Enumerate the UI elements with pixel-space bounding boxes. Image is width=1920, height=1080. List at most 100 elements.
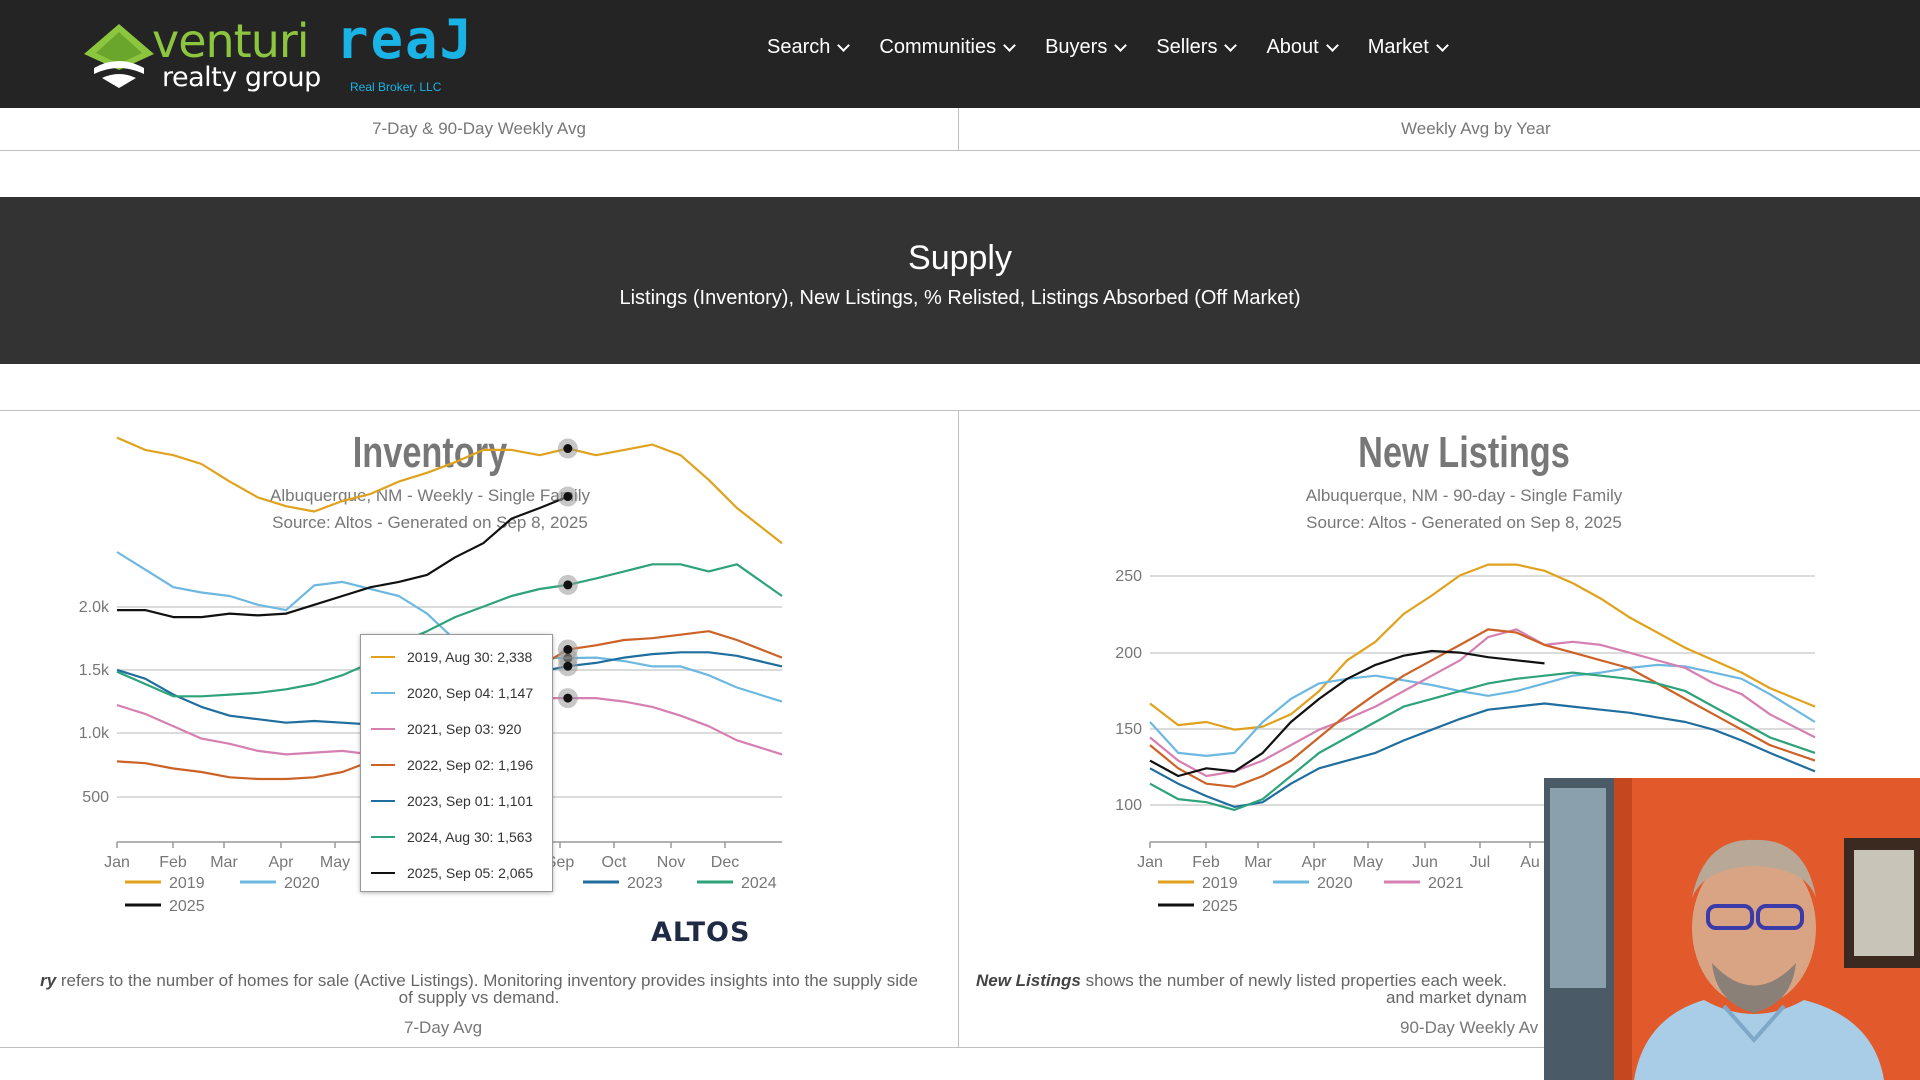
nav-communities[interactable]: Communities (879, 36, 1016, 59)
nav-about-label: About (1266, 36, 1319, 58)
inventory-subtitle-location: Albuquerque, NM - Weekly - Single Family (270, 486, 590, 505)
hover-marker (563, 645, 573, 655)
x-tick-label: Jan (1137, 854, 1163, 871)
banner-subtitle: Listings (Inventory), New Listings, % Re… (619, 287, 1301, 309)
x-tick-label: May (1353, 854, 1383, 871)
tooltip-row: 2020, Sep 04: 1,147 (371, 683, 533, 703)
venturi-real-logo[interactable]: venturi realty group reaJ Real Broker, L… (84, 8, 474, 98)
chevron-down-icon (1114, 38, 1128, 52)
y-tick-label: 100 (1115, 797, 1142, 814)
series-line-2022[interactable] (1149, 628, 1816, 788)
hover-marker (563, 580, 573, 590)
x-tick-label: Jun (1412, 854, 1438, 871)
new-listings-description-text: shows the number of newly listed propert… (1080, 971, 1508, 990)
tooltip-text: 2020, Sep 04: 1,147 (407, 685, 534, 701)
nav-search-label: Search (767, 36, 831, 58)
y-tick-label: 150 (1115, 721, 1142, 738)
legend-label-2025[interactable]: 2025 (169, 898, 205, 915)
x-tick-label: May (320, 854, 350, 871)
hover-marker (563, 444, 573, 454)
y-tick-label: 2.0k (79, 599, 110, 616)
banner-title: Supply (908, 239, 1012, 277)
top-label-left: 7-Day & 90-Day Weekly Avg (372, 119, 586, 138)
tooltip-text: 2024, Aug 30: 1,563 (407, 829, 533, 845)
tooltip-row: 2022, Sep 02: 1,196 (371, 755, 533, 775)
swatch-2021 (371, 728, 395, 730)
legend-label-2019[interactable]: 2019 (1202, 875, 1238, 892)
hover-marker (563, 492, 573, 502)
inventory-avg-label: 7-Day Avg (403, 1018, 483, 1037)
series-line-2024[interactable] (116, 563, 783, 698)
logo-real-text: reaJ (336, 8, 475, 71)
series-line-2019[interactable] (1149, 563, 1816, 731)
legend-label-2023[interactable]: 2023 (627, 875, 663, 892)
new-listings-description: New Listings shows the number of newly l… (976, 972, 1536, 1006)
inventory-description-bold: ry (40, 971, 57, 990)
nav-market[interactable]: Market (1367, 36, 1449, 59)
series-line-2019[interactable] (116, 436, 783, 545)
series-line-2025[interactable] (117, 495, 569, 619)
nav-communities-label: Communities (879, 36, 997, 58)
inventory-description: ry refers to the number of homes for sal… (0, 972, 958, 1006)
series-line-2020[interactable] (1149, 663, 1816, 758)
top-labels-row: 7-Day & 90-Day Weekly Avg Weekly Avg by … (0, 108, 1920, 151)
webcam-overlay (1544, 778, 1920, 1080)
tooltip-text: 2023, Sep 01: 1,101 (407, 793, 534, 809)
chevron-down-icon (1435, 38, 1449, 52)
series-line-2025[interactable] (1149, 649, 1545, 778)
new-listings-description-text2: and market dynam (1386, 988, 1527, 1007)
y-tick-label: 200 (1115, 645, 1142, 662)
top-label-right: Weekly Avg by Year (1401, 119, 1551, 138)
legend-label-2024[interactable]: 2024 (741, 875, 777, 892)
tooltip-row: 2025, Sep 05: 2,065 (371, 863, 533, 883)
x-tick-label: Mar (210, 854, 238, 871)
x-tick-label: Au (1520, 854, 1540, 871)
nav-buyers[interactable]: Buyers (1045, 36, 1128, 59)
swatch-2019 (371, 656, 395, 658)
swatch-2020 (371, 692, 395, 694)
presenter-video-icon (1544, 778, 1920, 1080)
x-tick-label: Jan (104, 854, 130, 871)
site-header: venturi realty group reaJ Real Broker, L… (0, 0, 1920, 108)
inventory-description-text: refers to the number of homes for sale (… (56, 971, 918, 990)
tooltip-row: 2024, Aug 30: 1,563 (371, 827, 532, 847)
swatch-2024 (371, 836, 395, 838)
hover-marker (563, 661, 573, 671)
tooltip-text: 2021, Sep 03: 920 (407, 721, 522, 737)
x-tick-label: Apr (1302, 854, 1328, 871)
legend-label-2025[interactable]: 2025 (1202, 898, 1238, 915)
legend-label-2020[interactable]: 2020 (1317, 875, 1353, 892)
x-tick-label: Apr (269, 854, 295, 871)
y-tick-label: 1.0k (79, 725, 110, 742)
x-tick-label: Feb (1192, 854, 1220, 871)
legend-label-2021[interactable]: 2021 (1428, 875, 1464, 892)
tooltip-text: 2022, Sep 02: 1,196 (407, 757, 534, 773)
new-listings-title: New Listings (1358, 428, 1570, 477)
y-tick-label: 250 (1115, 568, 1142, 585)
nav-about[interactable]: About (1266, 36, 1339, 59)
inventory-subtitle-source: Source: Altos - Generated on Sep 8, 2025 (272, 513, 588, 532)
series-line-2020[interactable] (116, 551, 783, 703)
logo-venturi-text: venturi (152, 14, 310, 68)
tooltip-row: 2019, Aug 30: 2,338 (371, 647, 532, 667)
series-line-2021[interactable] (1149, 628, 1816, 778)
tooltip-row: 2021, Sep 03: 920 (371, 719, 521, 739)
tooltip-text: 2025, Sep 05: 2,065 (407, 865, 534, 881)
altos-logo: ALTOS (651, 917, 751, 948)
nav-market-label: Market (1367, 36, 1429, 58)
x-tick-label: Dec (711, 854, 739, 871)
legend-label-2020[interactable]: 2020 (284, 875, 320, 892)
nav-search[interactable]: Search (767, 36, 851, 59)
legend-label-2019[interactable]: 2019 (169, 875, 205, 892)
nav-sellers-label: Sellers (1156, 36, 1218, 58)
new-listings-avg-label: 90-Day Weekly Av (1400, 1018, 1539, 1037)
new-listings-subtitle-source: Source: Altos - Generated on Sep 8, 2025 (1306, 513, 1622, 532)
x-tick-label: Oct (602, 854, 627, 871)
inventory-title: Inventory (352, 428, 508, 477)
new-listings-subtitle-location: Albuquerque, NM - 90-day - Single Family (1305, 486, 1623, 505)
nav-sellers[interactable]: Sellers (1156, 36, 1238, 59)
swatch-2025 (371, 872, 395, 874)
tooltip-text: 2019, Aug 30: 2,338 (407, 649, 533, 665)
hover-marker (563, 693, 573, 703)
inventory-tooltip: 2019, Aug 30: 2,338 2020, Sep 04: 1,147 … (360, 634, 553, 892)
